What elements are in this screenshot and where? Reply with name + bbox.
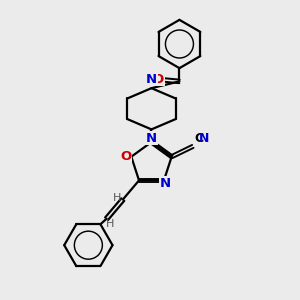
Text: N: N bbox=[146, 73, 157, 86]
Text: N: N bbox=[199, 132, 210, 145]
Text: N: N bbox=[146, 132, 157, 145]
Text: H: H bbox=[105, 219, 114, 229]
Text: N: N bbox=[160, 177, 171, 190]
Text: H: H bbox=[113, 193, 122, 203]
Text: O: O bbox=[120, 150, 132, 163]
Text: C: C bbox=[194, 132, 203, 145]
Text: O: O bbox=[153, 73, 164, 86]
